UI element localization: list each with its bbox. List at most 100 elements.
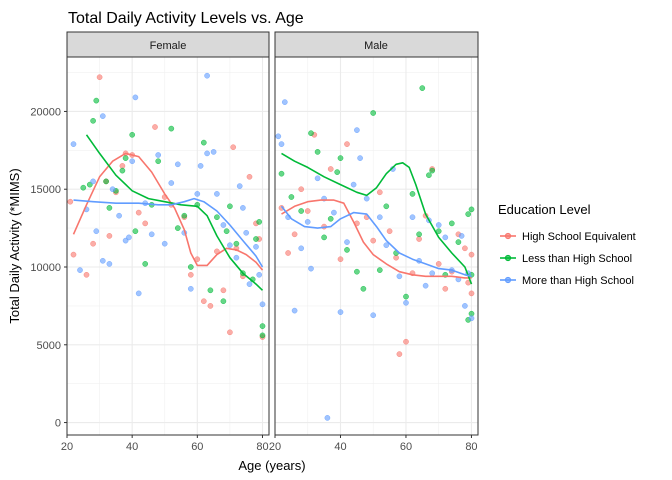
data-point (370, 312, 377, 319)
smooth-line (281, 152, 473, 285)
data-point (285, 250, 291, 256)
data-point (337, 256, 344, 263)
data-point (308, 130, 314, 137)
data-point (200, 139, 207, 146)
panel-female-border (66, 56, 270, 436)
data-point (129, 158, 136, 165)
data-point (275, 133, 282, 140)
data-point (403, 299, 409, 306)
x-tick-label: 40 (126, 441, 138, 453)
data-point (465, 211, 472, 217)
data-point (468, 290, 475, 297)
smooth-line (281, 199, 472, 279)
data-point (363, 195, 370, 202)
data-point (155, 152, 162, 158)
data-point (376, 214, 383, 221)
data-point (174, 225, 181, 231)
data-point (77, 267, 83, 273)
data-point (462, 303, 468, 309)
data-point (360, 285, 367, 292)
data-point (442, 285, 449, 292)
data-point (426, 172, 432, 179)
data-point (90, 117, 96, 124)
data-point (119, 167, 126, 174)
data-point (291, 231, 298, 238)
data-point (376, 267, 383, 273)
panel-female-bg (67, 57, 269, 435)
data-point (155, 158, 162, 165)
data-point (435, 222, 442, 228)
data-point (204, 150, 210, 157)
data-point (223, 228, 230, 235)
data-point (403, 293, 409, 300)
legend-entry-label: More than High School (522, 275, 634, 287)
data-point (376, 189, 383, 196)
data-point (70, 251, 77, 258)
data-point (109, 186, 116, 193)
legend-entry-label: High School Equivalent (522, 231, 636, 243)
data-point (259, 301, 266, 308)
data-point (132, 228, 139, 235)
data-point (142, 220, 149, 227)
data-point (227, 242, 233, 249)
data-point (187, 264, 194, 270)
data-point (194, 191, 201, 197)
data-point (204, 72, 210, 79)
data-point (383, 242, 390, 249)
data-point (442, 234, 449, 241)
data-point (327, 166, 334, 172)
data-point (298, 186, 305, 193)
x-axis-label: Age (years) (238, 458, 305, 473)
data-point (80, 184, 87, 191)
data-point (106, 261, 113, 267)
x-tick-label: 60 (191, 441, 203, 453)
data-point (253, 236, 259, 242)
data-point (337, 309, 344, 315)
facet-label-male: Male (364, 40, 388, 52)
data-point (298, 245, 305, 252)
data-point (422, 282, 429, 289)
data-point (396, 351, 403, 357)
data-point (99, 257, 106, 264)
data-point (344, 141, 350, 147)
data-point (236, 183, 243, 189)
data-point (83, 271, 90, 278)
legend-key-point (504, 254, 512, 262)
data-point (142, 261, 149, 267)
data-point (321, 234, 327, 241)
data-point (370, 110, 377, 116)
x-tick-label: 80 (465, 441, 477, 453)
data-point (331, 209, 337, 216)
data-point (409, 191, 416, 197)
data-point (246, 173, 253, 180)
data-point (468, 251, 475, 258)
data-point (416, 231, 422, 238)
data-point (393, 254, 399, 261)
data-point (386, 228, 393, 235)
data-point (256, 219, 263, 225)
panel-male (274, 57, 478, 435)
data-point (455, 239, 462, 245)
legend: Education Level High School Equivalent Le… (498, 202, 636, 287)
data-point (435, 261, 442, 267)
y-tick-label: 5000 (37, 340, 61, 352)
data-point (396, 273, 403, 280)
data-point (168, 125, 175, 132)
data-point (210, 149, 217, 155)
data-point (187, 285, 194, 292)
smooth-line (280, 205, 472, 278)
data-point (132, 94, 139, 101)
data-point (168, 180, 175, 186)
y-tick-label: 10000 (30, 262, 61, 274)
data-point (106, 205, 113, 211)
data-point (214, 191, 220, 197)
data-point (70, 141, 77, 147)
data-point (103, 178, 109, 185)
data-point (298, 208, 305, 214)
data-point (135, 290, 142, 297)
data-point (119, 163, 126, 169)
data-point (416, 236, 422, 242)
data-point (259, 332, 266, 339)
